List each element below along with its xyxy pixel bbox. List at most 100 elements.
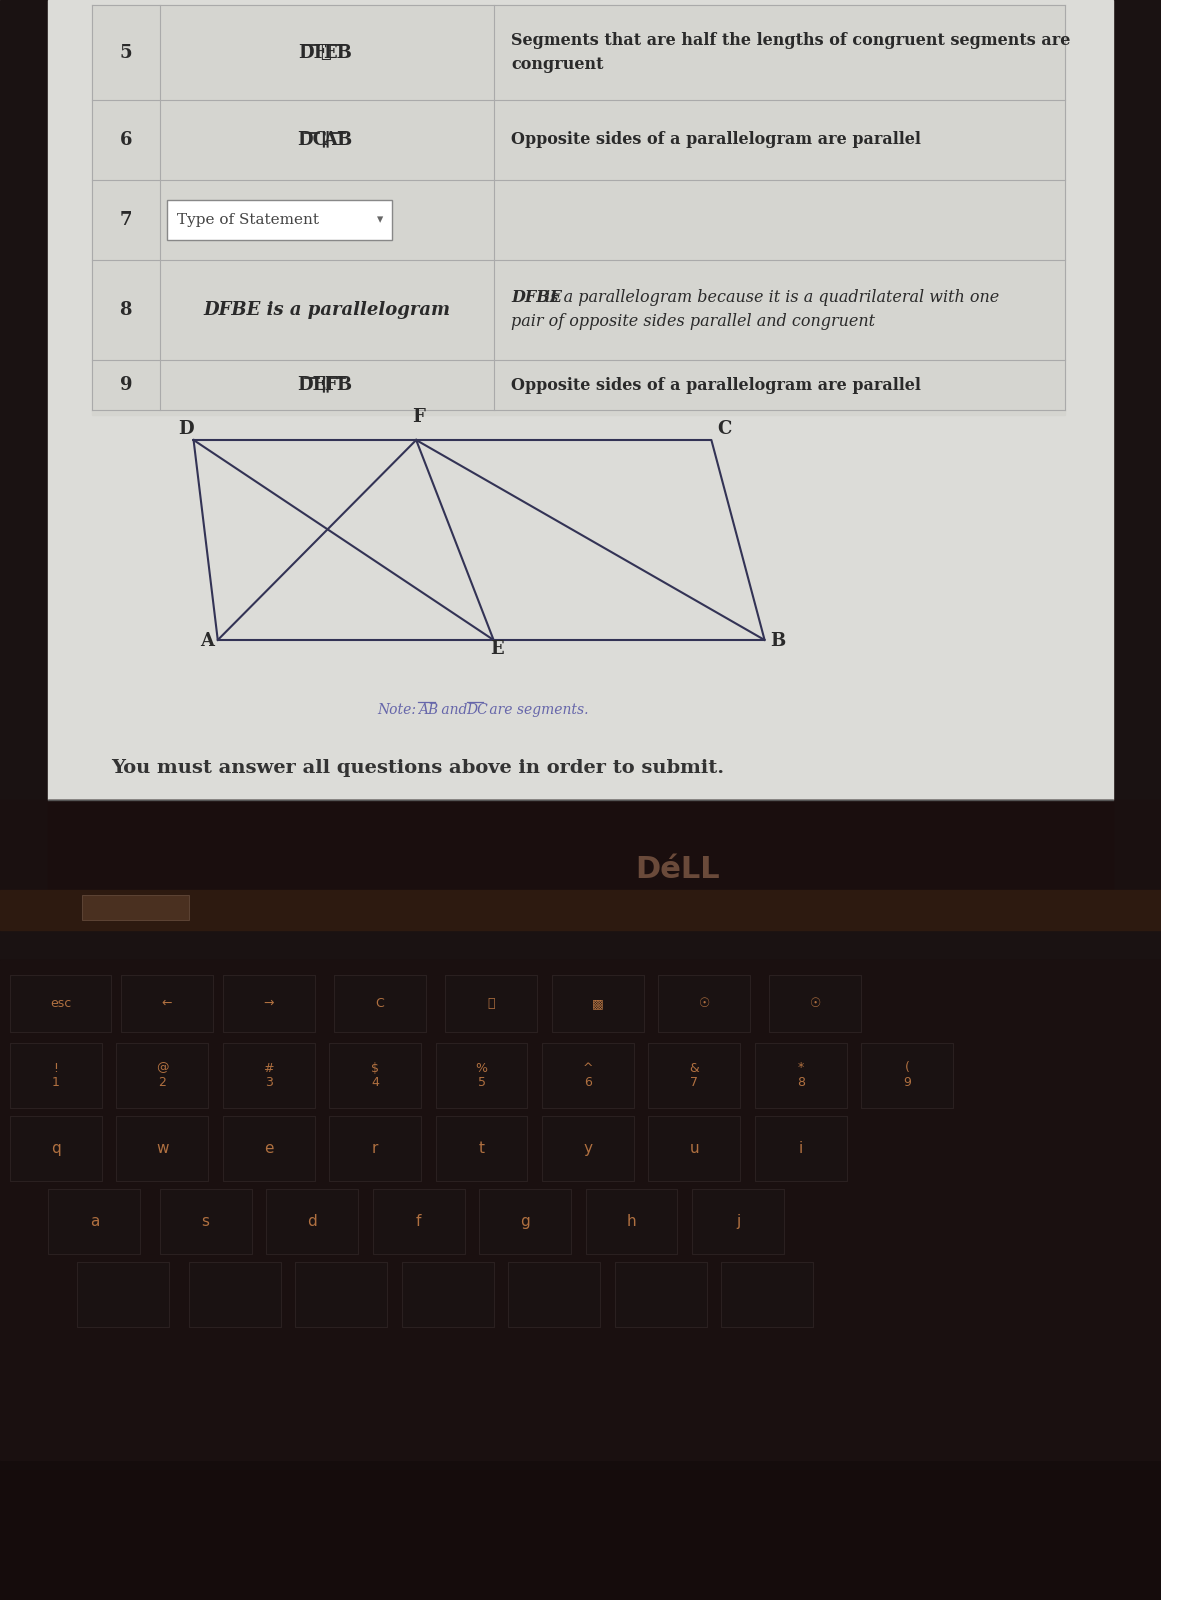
Bar: [10, 1043, 102, 1107]
Text: ∥: ∥: [320, 376, 330, 394]
Text: 6: 6: [120, 131, 132, 149]
Text: AB: AB: [418, 702, 438, 717]
Bar: [78, 1262, 169, 1326]
Text: e: e: [264, 1141, 274, 1155]
Bar: [614, 1262, 707, 1326]
Bar: [116, 1117, 208, 1181]
Text: j: j: [736, 1214, 740, 1229]
Text: esc: esc: [50, 997, 71, 1010]
Bar: [755, 1043, 847, 1107]
Text: Opposite sides of a parallelogram are parallel: Opposite sides of a parallelogram are pa…: [511, 376, 920, 394]
Bar: [648, 1117, 740, 1181]
Text: i: i: [799, 1141, 803, 1155]
Bar: [48, 1189, 140, 1254]
Text: DéLL: DéLL: [635, 856, 720, 885]
Bar: [373, 1189, 464, 1254]
Text: C: C: [718, 419, 732, 438]
Bar: [10, 974, 112, 1032]
Bar: [116, 1043, 208, 1107]
Bar: [479, 1189, 571, 1254]
Bar: [648, 1043, 740, 1107]
Bar: [168, 200, 392, 240]
Text: ☉: ☉: [810, 997, 821, 1010]
Text: F: F: [413, 408, 425, 426]
Text: and: and: [437, 702, 472, 717]
Text: AB: AB: [323, 131, 353, 149]
Text: DFBE: DFBE: [511, 290, 562, 307]
Text: @
2: @ 2: [156, 1061, 168, 1090]
Text: y: y: [583, 1141, 593, 1155]
Text: ▩: ▩: [592, 997, 604, 1010]
Text: ≅: ≅: [319, 43, 330, 61]
Text: $
4: $ 4: [371, 1061, 379, 1090]
Bar: [223, 1117, 314, 1181]
Text: DE: DE: [298, 376, 326, 394]
Text: C: C: [376, 997, 384, 1010]
Bar: [445, 974, 538, 1032]
Text: ←: ←: [162, 997, 173, 1010]
Text: d: d: [307, 1214, 317, 1229]
Text: a: a: [90, 1214, 100, 1229]
Bar: [83, 894, 188, 920]
Text: r: r: [372, 1141, 378, 1155]
Text: g: g: [520, 1214, 530, 1229]
Text: Segments that are half the lengths of congruent segments are
congruent: Segments that are half the lengths of co…: [511, 32, 1070, 72]
Text: *
8: * 8: [797, 1061, 805, 1090]
Text: q: q: [50, 1141, 60, 1155]
Bar: [0, 960, 1162, 1459]
Bar: [542, 1043, 634, 1107]
Bar: [223, 1043, 314, 1107]
Text: f: f: [416, 1214, 421, 1229]
Text: EB: EB: [324, 43, 353, 61]
Text: ⎕: ⎕: [487, 997, 494, 1010]
Text: &
7: & 7: [690, 1061, 700, 1090]
Bar: [92, 5, 1064, 414]
Text: are segments.: are segments.: [485, 702, 588, 717]
Text: pair of opposite sides parallel and congruent: pair of opposite sides parallel and cong…: [511, 314, 875, 331]
Bar: [48, 0, 1114, 800]
Text: →: →: [263, 997, 274, 1010]
Text: ^
6: ^ 6: [583, 1061, 593, 1090]
Text: (
9: ( 9: [904, 1061, 911, 1090]
Bar: [334, 974, 426, 1032]
Text: 5: 5: [120, 43, 132, 61]
Bar: [721, 1262, 812, 1326]
Text: You must answer all questions above in order to submit.: You must answer all questions above in o…: [112, 758, 725, 778]
Text: A: A: [200, 632, 215, 650]
Text: 8: 8: [120, 301, 132, 318]
Text: h: h: [626, 1214, 636, 1229]
Text: DC: DC: [467, 702, 488, 717]
Text: #
3: # 3: [263, 1061, 274, 1090]
Text: !
1: ! 1: [52, 1061, 60, 1090]
Text: %
5: % 5: [475, 1061, 487, 1090]
Text: w: w: [156, 1141, 168, 1155]
Bar: [862, 1043, 953, 1107]
Bar: [552, 974, 643, 1032]
Text: DC: DC: [298, 131, 328, 149]
Bar: [658, 974, 750, 1032]
Text: DFBE is a parallelogram: DFBE is a parallelogram: [203, 301, 450, 318]
Bar: [121, 974, 212, 1032]
Text: is a parallelogram because it is a quadrilateral with one: is a parallelogram because it is a quadr…: [540, 290, 1000, 307]
Bar: [692, 1189, 784, 1254]
Text: Type of Statement: Type of Statement: [178, 213, 319, 227]
Bar: [48, 800, 1114, 899]
Bar: [755, 1117, 847, 1181]
Bar: [436, 1117, 528, 1181]
Text: u: u: [690, 1141, 700, 1155]
Bar: [329, 1043, 421, 1107]
Bar: [0, 890, 1162, 930]
Text: 7: 7: [120, 211, 132, 229]
Bar: [295, 1262, 388, 1326]
Bar: [160, 1189, 252, 1254]
Text: s: s: [202, 1214, 210, 1229]
Bar: [0, 800, 1162, 920]
Bar: [542, 1117, 634, 1181]
Bar: [508, 1262, 600, 1326]
Bar: [436, 1043, 528, 1107]
Bar: [188, 1262, 281, 1326]
Bar: [329, 1117, 421, 1181]
Bar: [10, 1117, 102, 1181]
Text: D: D: [178, 419, 193, 438]
Text: 9: 9: [120, 376, 132, 394]
